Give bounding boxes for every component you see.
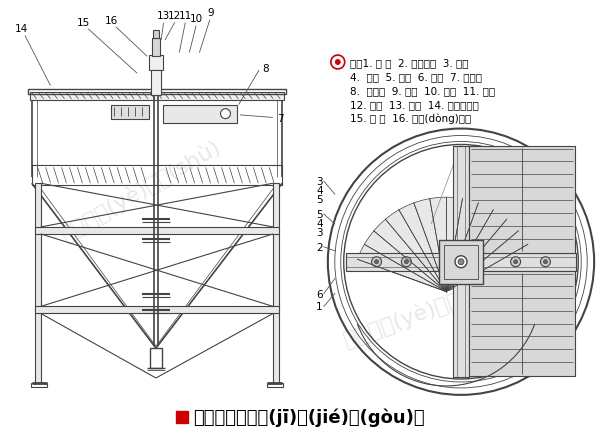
- Text: 16: 16: [105, 16, 118, 26]
- Text: 7: 7: [277, 113, 284, 124]
- Text: 2: 2: [316, 242, 323, 252]
- Text: 10: 10: [190, 14, 203, 24]
- Circle shape: [511, 257, 521, 267]
- Circle shape: [514, 260, 518, 264]
- Bar: [150, 348, 162, 368]
- Circle shape: [541, 257, 550, 267]
- Bar: [453, 147, 469, 377]
- Text: 15: 15: [77, 18, 90, 28]
- Text: 3: 3: [316, 177, 323, 187]
- Circle shape: [221, 110, 230, 120]
- Polygon shape: [358, 198, 534, 292]
- Text: 5: 5: [316, 209, 323, 219]
- Circle shape: [455, 256, 467, 268]
- Bar: [267, 383, 283, 387]
- Bar: [32, 166, 282, 186]
- Bar: [163, 106, 238, 124]
- Text: 4.  螺母  5. 墊圈  6. 天橋  7. 給料槽: 4. 螺母 5. 墊圈 6. 天橋 7. 給料槽: [350, 72, 482, 82]
- Circle shape: [544, 260, 547, 264]
- Circle shape: [375, 260, 379, 264]
- Bar: [30, 92, 284, 101]
- Bar: [469, 147, 575, 253]
- Text: 高效深錐濃縮機(jī)結(jié)構(gòu)圖: 高效深錐濃縮機(jī)結(jié)構(gòu)圖: [193, 407, 424, 426]
- Bar: [346, 253, 576, 271]
- Text: 注：1. 槽 體  2. 槽體支架  3. 螺栓: 注：1. 槽 體 2. 槽體支架 3. 螺栓: [350, 58, 468, 68]
- Bar: [35, 307, 279, 314]
- Bar: [151, 71, 161, 95]
- Circle shape: [458, 259, 464, 265]
- Circle shape: [401, 257, 411, 267]
- Text: 8.  脫氣槽  9. 螺栓  10. 螺母  11. 墊圈: 8. 脫氣槽 9. 螺栓 10. 螺母 11. 墊圈: [350, 85, 495, 95]
- Bar: [149, 56, 163, 71]
- Text: 鑿海礦業(yè)技術(shù): 鑿海礦業(yè)技術(shù): [341, 268, 518, 350]
- Bar: [439, 240, 483, 284]
- Text: 12: 12: [168, 11, 181, 21]
- Bar: [35, 227, 279, 234]
- Text: 4: 4: [316, 186, 323, 196]
- Circle shape: [335, 60, 340, 65]
- Bar: [31, 383, 47, 387]
- Text: 鑿海礦業(yè)技術(shù): 鑿海礦業(yè)技術(shù): [57, 135, 225, 244]
- Bar: [153, 31, 159, 39]
- Text: 15. 接 管  16. 傳動(dòng)裝置: 15. 接 管 16. 傳動(dòng)裝置: [350, 113, 471, 124]
- Text: 13: 13: [158, 11, 170, 21]
- Text: 3: 3: [316, 227, 323, 237]
- Bar: [35, 184, 41, 383]
- Bar: [112, 106, 149, 120]
- Text: 1: 1: [316, 302, 323, 312]
- Text: 9: 9: [207, 8, 214, 18]
- Text: 6: 6: [316, 289, 323, 299]
- Bar: [273, 184, 279, 383]
- Circle shape: [404, 260, 408, 264]
- Bar: [28, 90, 286, 95]
- Text: 12. 螺栓  13. 墊圈  14. 傾斜板裝置: 12. 螺栓 13. 墊圈 14. 傾斜板裝置: [350, 99, 479, 110]
- Bar: [152, 39, 160, 57]
- Text: 5: 5: [316, 194, 323, 205]
- Bar: [176, 411, 188, 423]
- Text: 11: 11: [179, 11, 192, 21]
- Circle shape: [371, 257, 382, 267]
- Text: 14: 14: [15, 24, 28, 34]
- Bar: [444, 245, 478, 279]
- Text: 4: 4: [316, 219, 323, 229]
- Bar: [469, 271, 575, 376]
- Text: 8: 8: [262, 64, 268, 74]
